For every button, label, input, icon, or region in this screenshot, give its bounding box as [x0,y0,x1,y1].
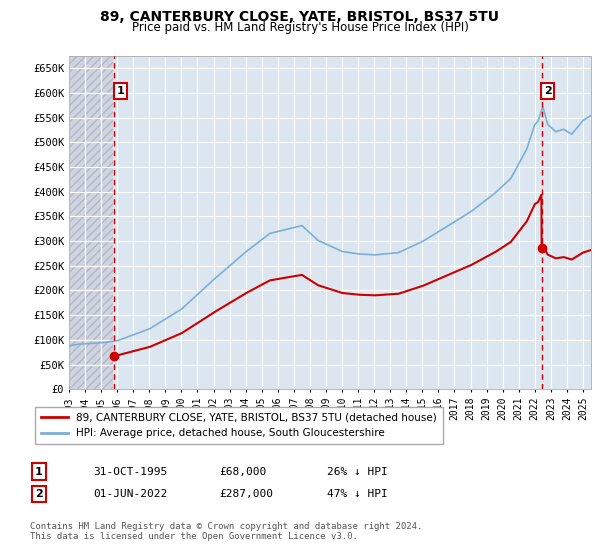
Text: 31-OCT-1995: 31-OCT-1995 [93,466,167,477]
Text: 01-JUN-2022: 01-JUN-2022 [93,489,167,499]
Legend: 89, CANTERBURY CLOSE, YATE, BRISTOL, BS37 5TU (detached house), HPI: Average pri: 89, CANTERBURY CLOSE, YATE, BRISTOL, BS3… [35,407,443,445]
Text: 2: 2 [544,86,551,96]
Text: £287,000: £287,000 [219,489,273,499]
Text: 89, CANTERBURY CLOSE, YATE, BRISTOL, BS37 5TU: 89, CANTERBURY CLOSE, YATE, BRISTOL, BS3… [101,10,499,24]
Text: 1: 1 [35,466,43,477]
Text: 2: 2 [35,489,43,499]
Text: Contains HM Land Registry data © Crown copyright and database right 2024.
This d: Contains HM Land Registry data © Crown c… [30,522,422,542]
Text: 26% ↓ HPI: 26% ↓ HPI [327,466,388,477]
Bar [69,56,113,389]
Text: 1: 1 [117,86,125,96]
Text: 47% ↓ HPI: 47% ↓ HPI [327,489,388,499]
Text: £68,000: £68,000 [219,466,266,477]
Text: Price paid vs. HM Land Registry's House Price Index (HPI): Price paid vs. HM Land Registry's House … [131,21,469,34]
